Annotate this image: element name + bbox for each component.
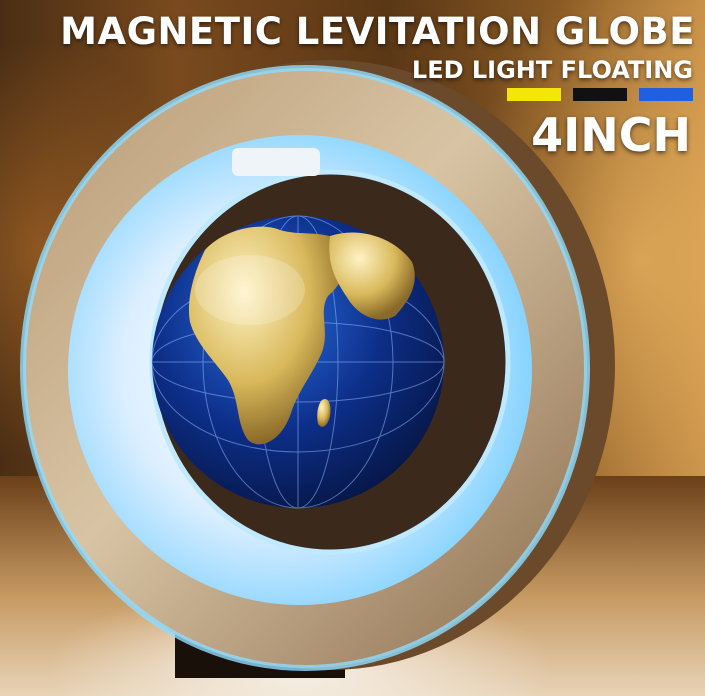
swatch-black xyxy=(573,88,627,101)
color-swatches xyxy=(507,88,693,101)
swatch-blue xyxy=(639,88,693,101)
headline-title: MAGNETIC LEVITATION GLOBE xyxy=(60,10,695,53)
magnet-holder xyxy=(232,148,320,176)
globe-highlight xyxy=(195,255,305,325)
frame-edge-glow xyxy=(20,65,590,671)
globe-land-asia xyxy=(329,232,415,320)
globe-land-africa xyxy=(188,226,347,445)
headline-subtitle: LED LIGHT FLOATING xyxy=(411,56,693,84)
size-label: 4INCH xyxy=(531,108,691,162)
swatch-yellow xyxy=(507,88,561,101)
globe-land-madagascar xyxy=(317,398,331,427)
